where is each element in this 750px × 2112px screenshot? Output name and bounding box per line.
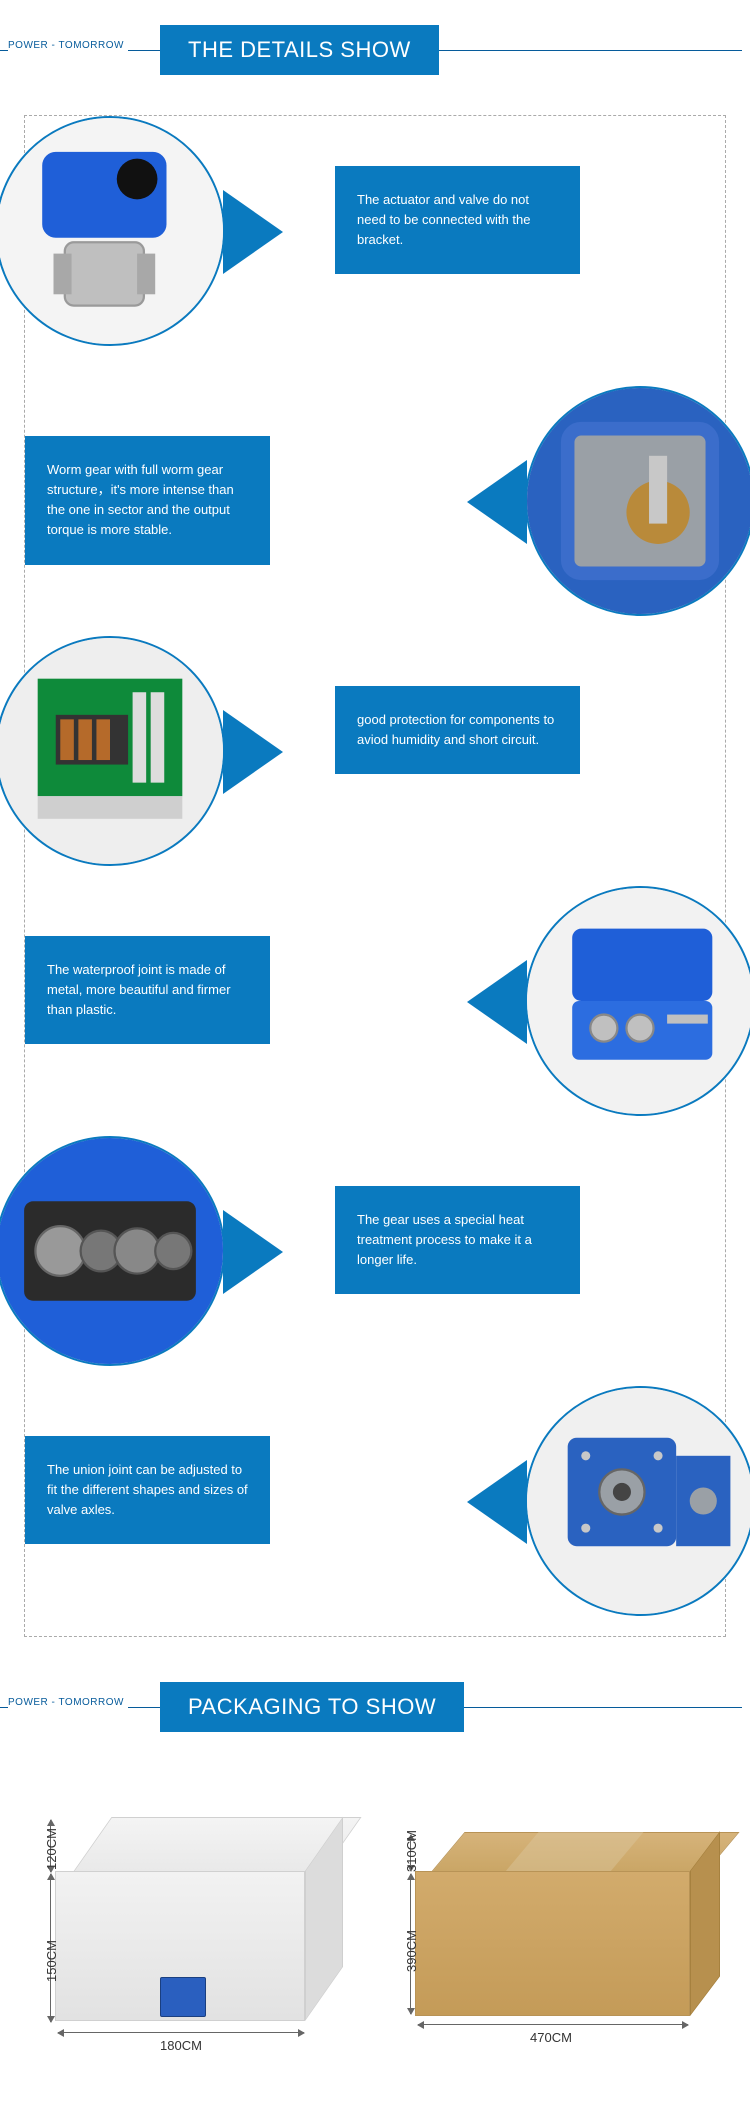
carton-width-label: 470CM [530, 2030, 572, 2045]
detail-text: The gear uses a special heat treatment p… [335, 1186, 580, 1294]
arrow-left-icon [467, 960, 527, 1044]
detail-row: The gear uses a special heat treatment p… [25, 1136, 725, 1386]
foam-height-label: 150CM [44, 1940, 59, 1982]
detail-text: The actuator and valve do not need to be… [335, 166, 580, 274]
detail-row: good protection for components to aviod … [25, 636, 725, 886]
carton-height-label: 390CM [404, 1930, 419, 1972]
detail-row: Worm gear with full worm gear structure，… [25, 386, 725, 636]
arrow-right-icon [223, 190, 283, 274]
dim-line [58, 2032, 304, 2033]
detail-row: The union joint can be adjusted to fit t… [25, 1386, 725, 1636]
header-subtext: POWER - TOMORROW [8, 1697, 128, 1708]
detail-image-worm-gear [525, 386, 750, 616]
arrow-right-icon [223, 1210, 283, 1294]
detail-text: Worm gear with full worm gear structure，… [25, 436, 270, 565]
section-header-packaging: POWER - TOMORROW PACKAGING TO SHOW [0, 1677, 750, 1732]
section-header-details: POWER - TOMORROW THE DETAILS SHOW [0, 20, 750, 75]
foam-box-illustration [55, 1817, 335, 2027]
arrow-right-icon [223, 710, 283, 794]
detail-text: The waterproof joint is made of metal, m… [25, 936, 270, 1044]
header-subtext: POWER - TOMORROW [8, 40, 128, 51]
foam-width-label: 180CM [160, 2038, 202, 2053]
details-frame: The actuator and valve do not need to be… [24, 115, 726, 1637]
detail-row: The waterproof joint is made of metal, m… [25, 886, 725, 1136]
dim-line [418, 2024, 688, 2025]
detail-image-circuit [0, 636, 225, 866]
detail-image-gears [0, 1136, 225, 1366]
detail-image-joint [525, 886, 750, 1116]
carton-depth-label: 310CM [404, 1830, 419, 1872]
detail-text: good protection for components to aviod … [335, 686, 580, 774]
header-title: THE DETAILS SHOW [160, 25, 439, 75]
detail-image-union [525, 1386, 750, 1616]
header-title: PACKAGING TO SHOW [160, 1682, 464, 1732]
packaging-area: 120CM 150CM 180CM 310CM 390CM 470CM [20, 1772, 730, 2112]
arrow-left-icon [467, 460, 527, 544]
foam-depth-label: 120CM [44, 1828, 59, 1870]
detail-text: The union joint can be adjusted to fit t… [25, 1436, 270, 1544]
carton-box-illustration [415, 1832, 715, 2027]
arrow-left-icon [467, 1460, 527, 1544]
detail-image-actuator [0, 116, 225, 346]
detail-row: The actuator and valve do not need to be… [25, 116, 725, 386]
